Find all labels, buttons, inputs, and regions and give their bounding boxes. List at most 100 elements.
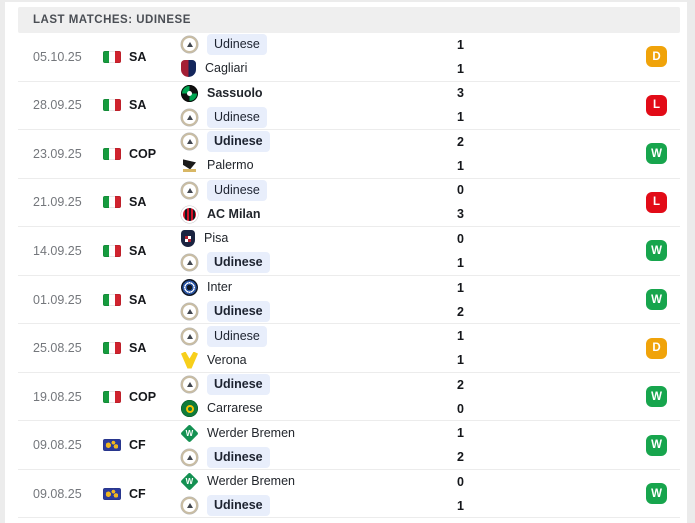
competition-code: SA	[129, 195, 147, 210]
result-badge: W	[646, 240, 667, 262]
competition-code: COP	[129, 389, 157, 404]
away-score: 1	[457, 158, 464, 173]
competition-cell: SA	[103, 98, 181, 112]
home-team-pisa[interactable]: Pisa	[181, 228, 457, 249]
home-team-udinese[interactable]: Udinese	[181, 34, 457, 56]
away-score: 1	[457, 353, 464, 368]
matchup: Sassuolo Udinese	[181, 83, 457, 128]
match-row[interactable]: 09.08.25 CF W Werder Bremen Udinese 0 1 …	[18, 469, 680, 519]
match-date: 05.10.25	[33, 49, 82, 64]
home-score: 1	[457, 37, 464, 52]
acmilan-logo-icon	[181, 205, 198, 223]
away-score: 2	[457, 304, 464, 319]
matchup: Udinese Palermo	[181, 131, 457, 176]
italy-flag-icon	[103, 50, 121, 63]
italy-flag-icon	[103, 196, 121, 209]
home-team-name: Udinese	[207, 179, 267, 201]
italy-flag-icon	[103, 147, 121, 160]
home-team-sassuolo[interactable]: Sassuolo	[181, 83, 457, 104]
home-team-udinese[interactable]: Udinese	[181, 325, 457, 347]
matchup: Udinese Verona	[181, 325, 457, 371]
matches-list: 05.10.25 SA Udinese Cagliari 1 1 D 28.09…	[18, 33, 680, 519]
away-team-udinese[interactable]: Udinese	[181, 252, 457, 274]
home-team-udinese[interactable]: Udinese	[181, 179, 457, 201]
competition-cell: SA	[103, 244, 181, 258]
last-matches-card: LAST MATCHES: UDINESE 05.10.25 SA Udines…	[18, 7, 680, 519]
match-row[interactable]: 28.09.25 SA Sassuolo Udinese 3 1 L	[18, 81, 680, 131]
away-score: 0	[457, 401, 464, 416]
match-row[interactable]: 19.08.25 COP Udinese Carrarese 2 0 W	[18, 372, 680, 422]
home-team-werder-bremen[interactable]: W Werder Bremen	[180, 471, 457, 492]
competition-code: SA	[129, 243, 147, 258]
competition-code: SA	[129, 98, 147, 113]
world-flag-icon	[103, 439, 121, 452]
away-team-name: Udinese	[207, 301, 270, 322]
away-team-ac-milan[interactable]: AC Milan	[181, 204, 457, 225]
matchup: Udinese Carrarese	[181, 374, 457, 419]
result-badge: W	[646, 289, 667, 310]
home-team-name: Udinese	[207, 131, 270, 153]
away-team-name: Carrarese	[207, 401, 263, 416]
sassuolo-logo-icon	[181, 84, 198, 102]
match-row[interactable]: 05.10.25 SA Udinese Cagliari 1 1 D	[18, 33, 680, 82]
away-score: 1	[457, 110, 464, 125]
competition-cell: CF	[103, 438, 181, 452]
away-team-udinese[interactable]: Udinese	[181, 301, 457, 322]
vertical-scrollbar[interactable]	[687, 0, 695, 523]
home-team-name: Werder Bremen	[207, 474, 295, 489]
match-row[interactable]: 09.08.25 CF W Werder Bremen Udinese 1 2 …	[18, 421, 680, 470]
home-score: 3	[457, 86, 464, 101]
competition-cell: SA	[103, 341, 181, 355]
score-column: 1 2	[457, 423, 497, 468]
match-date: 25.08.25	[33, 341, 82, 356]
match-date: 01.09.25	[33, 292, 82, 307]
page-left-gutter	[0, 0, 5, 523]
italy-flag-icon	[103, 99, 121, 112]
udinese-logo-icon	[181, 497, 198, 515]
competition-cell: SA	[103, 195, 181, 209]
competition-code: SA	[129, 49, 147, 64]
match-date: 21.09.25	[33, 195, 82, 210]
away-team-udinese[interactable]: Udinese	[181, 495, 457, 517]
udinese-logo-icon	[181, 303, 198, 320]
match-row[interactable]: 14.09.25 SA Pisa Udinese 0 1 W	[18, 227, 680, 276]
competition-cell: SA	[103, 293, 181, 307]
carrarese-logo-icon	[181, 400, 198, 418]
italy-flag-icon	[103, 390, 121, 403]
away-team-udinese[interactable]: Udinese	[181, 106, 457, 128]
home-team-udinese[interactable]: Udinese	[181, 374, 457, 396]
home-score: 0	[457, 183, 464, 198]
palermo-logo-icon	[181, 158, 198, 174]
competition-cell: SA	[103, 50, 181, 64]
score-column: 1 1	[457, 326, 497, 371]
score-column: 1 2	[457, 277, 497, 322]
competition-cell: COP	[103, 147, 181, 161]
away-team-cagliari[interactable]: Cagliari	[181, 58, 457, 79]
matchup: Udinese Cagliari	[181, 34, 457, 79]
away-team-verona[interactable]: Verona	[181, 350, 457, 371]
match-row[interactable]: 21.09.25 SA Udinese AC Milan 0 3 L	[18, 178, 680, 228]
matchup: W Werder Bremen Udinese	[180, 423, 457, 468]
away-team-palermo[interactable]: Palermo	[181, 155, 457, 176]
match-row[interactable]: 01.09.25 SA Inter Udinese 1 2 W	[18, 275, 680, 325]
result-badge: W	[646, 483, 667, 505]
udinese-logo-icon	[181, 181, 198, 199]
home-team-udinese[interactable]: Udinese	[181, 131, 457, 153]
away-team-carrarese[interactable]: Carrarese	[181, 398, 457, 419]
away-team-udinese[interactable]: Udinese	[181, 446, 457, 468]
cagliari-logo-icon	[181, 60, 196, 78]
home-team-name: Udinese	[207, 34, 267, 56]
udinese-logo-icon	[181, 327, 198, 345]
match-date: 23.09.25	[33, 146, 82, 161]
italy-flag-icon	[103, 293, 121, 306]
competition-code: SA	[129, 341, 147, 356]
home-team-name: Inter	[207, 280, 233, 294]
home-score: 2	[457, 134, 464, 149]
home-team-inter[interactable]: Inter	[181, 277, 457, 298]
matchup: W Werder Bremen Udinese	[180, 471, 457, 517]
match-row[interactable]: 23.09.25 COP Udinese Palermo 2 1 W	[18, 130, 680, 179]
home-team-werder-bremen[interactable]: W Werder Bremen	[180, 423, 457, 444]
score-column: 1 1	[457, 34, 497, 79]
werder-logo-icon: W	[180, 472, 199, 491]
match-row[interactable]: 25.08.25 SA Udinese Verona 1 1 D	[18, 324, 680, 373]
